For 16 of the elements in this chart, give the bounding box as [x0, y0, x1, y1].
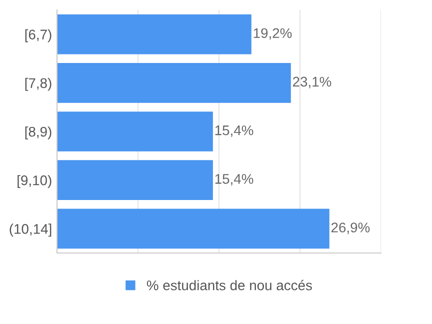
- data-label: 23,1%: [292, 76, 332, 88]
- data-label: 15,4%: [215, 125, 254, 137]
- y-tick-label: (10,14]: [10, 224, 52, 237]
- bar: [57, 62, 291, 103]
- bar: [57, 160, 213, 200]
- bar: [57, 208, 330, 249]
- data-label: 19,2%: [254, 28, 292, 40]
- legend-label: % estudiants de nou accés: [146, 280, 312, 290]
- y-tick-label: [6,7): [25, 29, 52, 42]
- data-label: 15,4%: [215, 174, 254, 186]
- y-tick-label: [7,8): [25, 78, 52, 91]
- bar: [57, 14, 252, 54]
- y-tick-label: [8,9): [25, 126, 52, 140]
- y-tick-label: [9,10): [18, 175, 52, 188]
- bar: [57, 112, 213, 152]
- data-label: 26,9%: [331, 222, 370, 234]
